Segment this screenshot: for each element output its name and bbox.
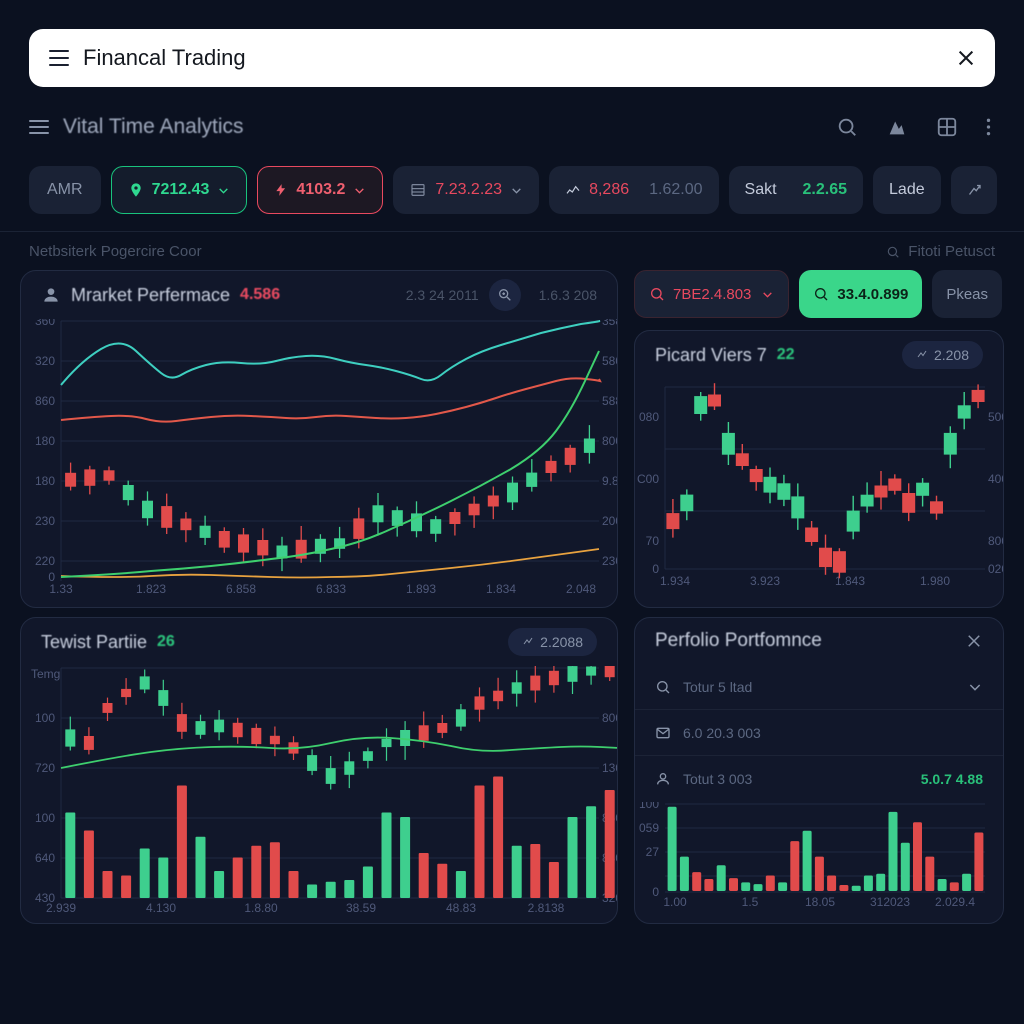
svg-text:2.029.4: 2.029.4 [935,895,975,906]
svg-text:6.833: 6.833 [316,582,346,596]
svg-text:320: 320 [35,354,55,368]
svg-text:100: 100 [35,811,55,825]
svg-text:180: 180 [35,434,55,448]
svg-text:860: 860 [35,394,55,408]
svg-text:640: 640 [35,851,55,865]
svg-text:020: 020 [988,562,1004,576]
svg-text:1.5: 1.5 [742,895,759,906]
svg-text:9.8: 9.8 [602,474,618,488]
svg-text:100: 100 [639,802,659,811]
svg-text:1.00: 1.00 [663,895,687,906]
svg-text:1.834: 1.834 [486,582,516,596]
svg-text:1.33: 1.33 [49,582,73,596]
svg-text:70: 70 [646,534,660,548]
svg-text:1.8.80: 1.8.80 [244,901,278,913]
svg-text:2.8138: 2.8138 [528,901,565,913]
svg-text:400: 400 [988,472,1004,486]
svg-text:230: 230 [35,514,55,528]
svg-text:080: 080 [639,410,659,424]
svg-text:059: 059 [639,821,659,835]
svg-text:C00: C00 [637,472,659,486]
svg-text:500: 500 [988,410,1004,424]
svg-text:180: 180 [35,474,55,488]
svg-text:312023: 312023 [870,895,910,906]
svg-text:1.934: 1.934 [660,574,690,588]
svg-text:2.048: 2.048 [566,582,596,596]
svg-text:580: 580 [602,354,618,368]
svg-text:48.83: 48.83 [446,901,476,913]
svg-text:800: 800 [602,434,618,448]
svg-text:18.05: 18.05 [805,895,835,906]
svg-text:1.980: 1.980 [920,574,950,588]
svg-text:220: 220 [35,554,55,568]
svg-text:6.858: 6.858 [226,582,256,596]
svg-text:800: 800 [602,711,618,725]
svg-text:1.823: 1.823 [136,582,166,596]
svg-text:0: 0 [652,562,659,576]
svg-text:720: 720 [35,761,55,775]
svg-text:27: 27 [646,845,660,859]
svg-text:360: 360 [35,319,55,328]
svg-text:Temg: Temg [31,667,60,681]
svg-text:3.923: 3.923 [750,574,780,588]
svg-text:4.130: 4.130 [146,901,176,913]
svg-text:588: 588 [602,394,618,408]
svg-text:230: 230 [602,554,618,568]
svg-text:800: 800 [988,534,1004,548]
svg-text:38.59: 38.59 [346,901,376,913]
svg-text:200: 200 [602,514,618,528]
svg-text:130: 130 [602,761,618,775]
svg-text:1.893: 1.893 [406,582,436,596]
svg-text:0: 0 [652,885,659,899]
svg-text:2.939: 2.939 [46,901,76,913]
svg-text:358: 358 [602,319,618,328]
svg-text:100: 100 [35,711,55,725]
